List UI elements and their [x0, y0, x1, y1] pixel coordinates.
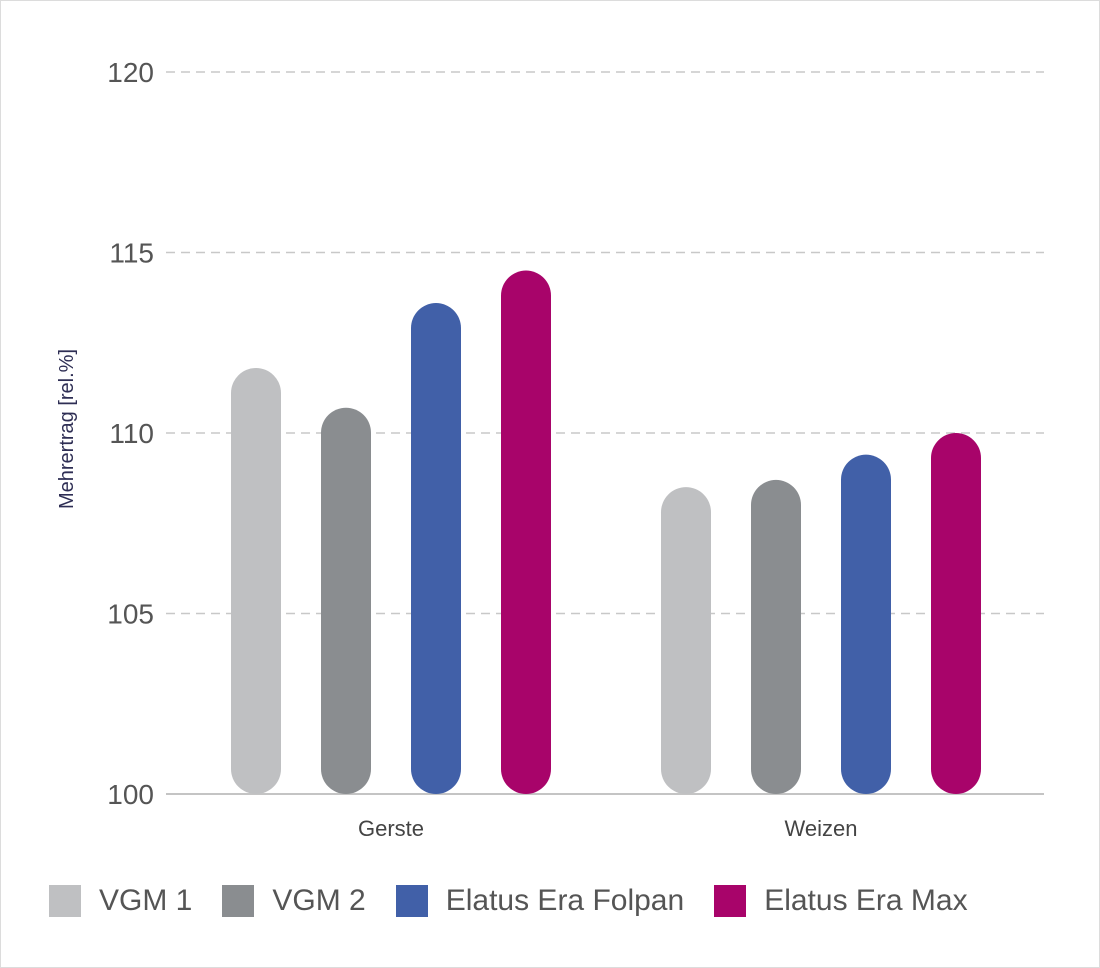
- legend-item: Elatus Era Max: [714, 884, 968, 918]
- y-tick-label: 105: [107, 599, 154, 630]
- gridlines: [166, 71, 1044, 795]
- legend-item: Elatus Era Folpan: [395, 884, 685, 918]
- legend-label: Elatus Era Folpan: [445, 884, 685, 917]
- legend-swatch: [49, 885, 81, 917]
- bar-weizen-vgm-2: [751, 479, 801, 794]
- legend-item: VGM 2: [222, 884, 366, 918]
- x-category-label: Weizen: [785, 816, 858, 841]
- bar-weizen-elatus-era-folpan: [841, 454, 891, 794]
- y-tick-label: 110: [109, 418, 154, 449]
- y-tick-label: 100: [107, 779, 154, 810]
- legend-label: Elatus Era Max: [764, 884, 968, 917]
- bar-chart: 100 105 110 115 120 Gerste Weizen Mehrertrag …: [56, 57, 1044, 841]
- bar-gerste-elatus-era-folpan: [411, 303, 461, 794]
- legend-label: VGM 1: [99, 884, 193, 917]
- bars: [231, 270, 981, 794]
- legend-swatch: [395, 885, 428, 917]
- x-category-labels: Gerste Weizen: [358, 816, 858, 841]
- legend-item: VGM 1: [49, 884, 192, 918]
- x-category-label: Gerste: [358, 816, 424, 841]
- bar-gerste-elatus-era-max: [501, 270, 551, 794]
- y-tick-labels: 100 105 110 115 120: [107, 57, 154, 810]
- legend-swatch: [222, 885, 255, 917]
- y-axis-label: Mehrertrag [rel.%]: [56, 349, 78, 509]
- y-tick-label: 115: [109, 238, 154, 269]
- bar-gerste-vgm-1: [231, 368, 281, 794]
- bar-weizen-vgm-1: [661, 487, 711, 794]
- bar-weizen-elatus-era-max: [931, 433, 981, 794]
- bar-gerste-vgm-2: [321, 407, 371, 794]
- legend-label: VGM 2: [272, 884, 366, 917]
- legend-swatch: [714, 885, 747, 917]
- legend: VGM 1 VGM 2 Elatus Era Folpan Elatus Era Ma…: [49, 879, 998, 923]
- y-tick-label: 120: [107, 57, 154, 88]
